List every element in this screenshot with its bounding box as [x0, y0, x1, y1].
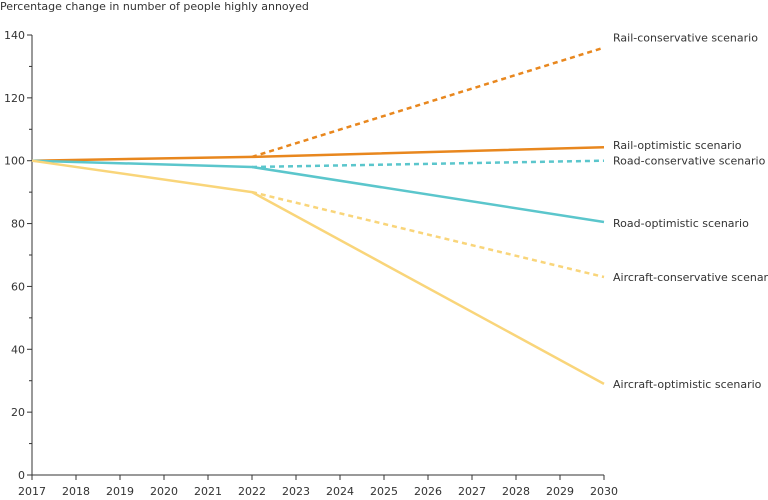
- series-line-2: [251, 159, 605, 169]
- x-tick-label: 2019: [106, 485, 134, 498]
- series-label-1: Rail-optimistic scenario: [613, 139, 742, 152]
- x-tick-label: 2025: [370, 485, 398, 498]
- x-tick-label: 2017: [18, 485, 46, 498]
- x-tick-label: 2021: [194, 485, 222, 498]
- y-tick-label: 20: [11, 406, 25, 419]
- series-line-0: [251, 46, 605, 159]
- series-line-5: [31, 159, 605, 385]
- x-tick-label: 2027: [458, 485, 486, 498]
- x-tick-label: 2030: [590, 485, 618, 498]
- series-label-5: Aircraft-optimistic scenario: [613, 378, 762, 391]
- series-label-2: Road-conservative scenario: [613, 155, 766, 168]
- y-tick-label: 40: [11, 343, 25, 356]
- y-tick-label: 0: [18, 469, 25, 482]
- series-line-3: [31, 159, 605, 224]
- x-tick-label: 2020: [150, 485, 178, 498]
- y-axis-title: Percentage change in number of people hi…: [0, 0, 309, 13]
- series-label-3: Road-optimistic scenario: [613, 217, 749, 230]
- x-tick-label: 2018: [62, 485, 90, 498]
- x-tick-label: 2022: [238, 485, 266, 498]
- y-tick-label: 80: [11, 218, 25, 231]
- x-tick-label: 2024: [326, 485, 354, 498]
- axes: 0 20 40 60 80 100 120 140 2017 2018 2019 2020 2021 20…: [4, 29, 618, 498]
- x-tick-label: 2028: [502, 485, 530, 498]
- y-tick-label: 120: [4, 92, 25, 105]
- series-labels: Rail-conservative scenario Rail-optimisti…: [613, 32, 768, 391]
- x-tick-label: 2023: [282, 485, 310, 498]
- series-label-0: Rail-conservative scenario: [613, 32, 758, 45]
- series-line-1: [31, 145, 605, 162]
- series-line-4: [251, 190, 605, 279]
- x-tick-label: 2029: [546, 485, 574, 498]
- y-tick-label: 140: [4, 29, 25, 42]
- series-lines: [31, 46, 605, 385]
- y-tick-label: 60: [11, 280, 25, 293]
- y-tick-label: 100: [4, 155, 25, 168]
- x-tick-label: 2026: [414, 485, 442, 498]
- series-label-4: Aircraft-conservative scenario: [613, 271, 768, 284]
